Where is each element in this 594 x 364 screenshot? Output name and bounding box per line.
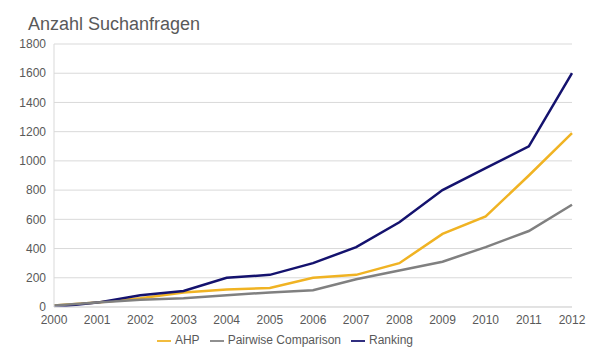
svg-text:600: 600 xyxy=(26,213,46,227)
html-text:Ranking: Ranking xyxy=(369,333,413,347)
svg-text:0: 0 xyxy=(39,300,46,314)
svg-text:1800: 1800 xyxy=(19,37,46,51)
svg-text:400: 400 xyxy=(26,242,46,256)
svg-text:1400: 1400 xyxy=(19,96,46,110)
svg-text:2007: 2007 xyxy=(343,313,370,327)
svg-text:2001: 2001 xyxy=(84,313,111,327)
html-text:Anzahl Suchanfragen: Anzahl Suchanfragen xyxy=(28,14,201,34)
svg-text:1200: 1200 xyxy=(19,125,46,139)
svg-text:2003: 2003 xyxy=(170,313,197,327)
svg-text:1600: 1600 xyxy=(19,66,46,80)
svg-text:800: 800 xyxy=(26,183,46,197)
svg-text:2004: 2004 xyxy=(213,313,240,327)
svg-text:2012: 2012 xyxy=(559,313,586,327)
svg-text:1000: 1000 xyxy=(19,154,46,168)
svg-text:2008: 2008 xyxy=(386,313,413,327)
html-text:Pairwise Comparison: Pairwise Comparison xyxy=(227,333,341,347)
svg-text:2005: 2005 xyxy=(256,313,283,327)
svg-text:2009: 2009 xyxy=(429,313,456,327)
svg-text:2010: 2010 xyxy=(472,313,499,327)
svg-text:2002: 2002 xyxy=(127,313,154,327)
svg-text:2000: 2000 xyxy=(41,313,68,327)
html-text:AHP: AHP xyxy=(175,333,200,347)
svg-text:2006: 2006 xyxy=(300,313,327,327)
svg-text:2011: 2011 xyxy=(516,313,542,327)
svg-text:200: 200 xyxy=(26,271,46,285)
